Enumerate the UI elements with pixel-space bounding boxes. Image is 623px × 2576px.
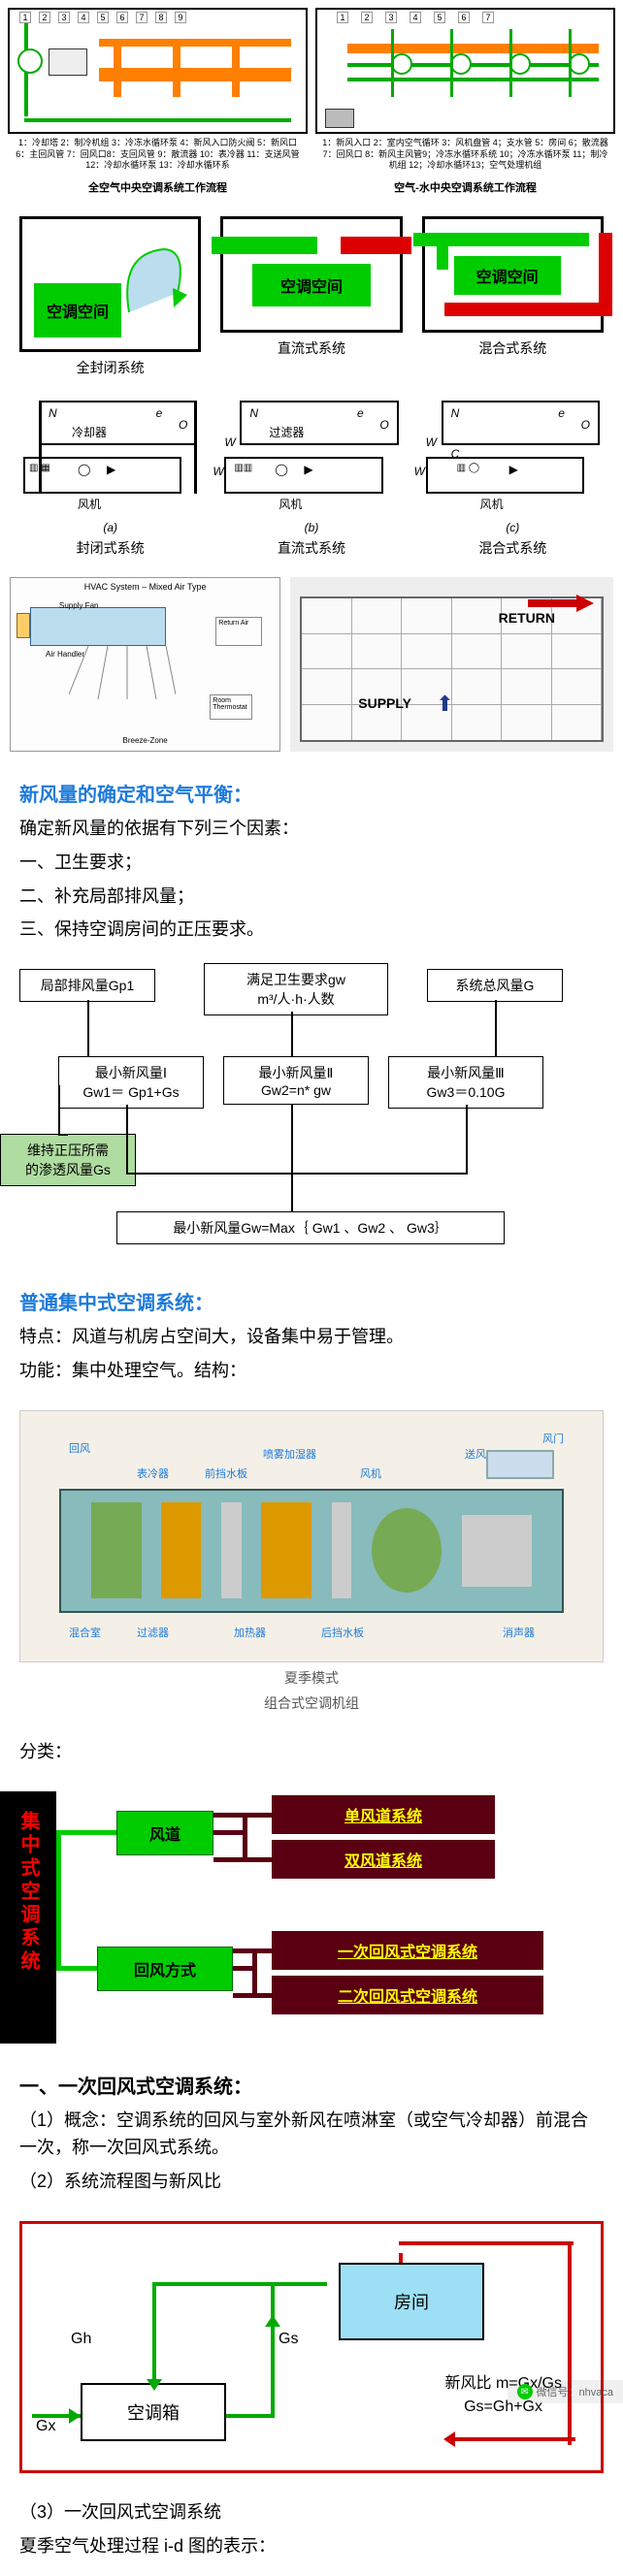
room-label: 空调空间 — [252, 264, 370, 306]
fc-b4: 最小新风量Ⅰ Gw1＝ Gp1+Gs — [58, 1056, 204, 1109]
ahu-box: 空调箱 — [81, 2383, 226, 2441]
supply-label: SUPPLY — [358, 695, 411, 711]
s1-l3: 三、保持空调房间的正压要求。 — [19, 916, 604, 944]
label-gs: Gs — [279, 2331, 298, 2348]
fan-c: N e O W W' C ▥ ◯ ▶ 风机 (c) 混合式系统 — [422, 397, 604, 558]
room-box: 房间 — [339, 2263, 484, 2340]
return-arrow-icon — [576, 595, 594, 612]
fc-b5: 最小新风量Ⅱ Gw2=n* gw — [223, 1056, 369, 1105]
system-mixed-label: 混合式系统 — [422, 338, 604, 358]
fan-b-label: 直流式系统 — [220, 538, 402, 558]
s4-p1: （3）一次回风式空调系统 — [19, 2498, 604, 2527]
fc-b8: 最小新风量Gw=Max｛ Gw1 、Gw2 、 Gw3｝ — [116, 1211, 505, 1244]
ct-m2: 双风道系统 — [272, 1840, 495, 1879]
ct-root: 集中式空调系统 — [0, 1791, 56, 2044]
s1-l1: 一、卫生要求； — [19, 849, 604, 877]
s4-p2: 夏季空气处理过程 i-d 图的表示： — [19, 2532, 604, 2560]
system-closed-label: 全封闭系统 — [19, 358, 201, 377]
system-once-through: 空调空间 直流式系统 — [220, 216, 402, 377]
top-right-caption: 空气-水中央空调系统工作流程 — [315, 176, 615, 199]
section-once-return: 一、一次回风式空调系统： （1）概念：空调系统的回风与室外新风在喷淋室（或空气冷… — [0, 2053, 623, 2211]
section1-heading: 新风量的确定和空气平衡： — [19, 779, 604, 807]
top-right-legend: 1：新风入口 2：室内空气循环 3：风机盘管 4；支水管 5：房间 6；散流器 … — [315, 134, 615, 176]
section3-heading: 一、一次回风式空调系统： — [19, 2071, 604, 2099]
system-type-row: 空调空间 全封闭系统 空调空间 直流式系统 空调空间 混合式系统 — [0, 207, 623, 387]
hvac-mixed-air: HVAC System – Mixed Air Type Supply Fan … — [10, 577, 280, 752]
fc-b3: 系统总风量G — [427, 969, 563, 1002]
fc-b1: 局部排风量Gp1 — [19, 969, 155, 1002]
top-diag-right-canvas: 1 2 3 4 5 6 7 — [315, 8, 615, 134]
top-diag-right: 1 2 3 4 5 6 7 1：新风入口 2：室内空气循环 3：风机盘管 4；支… — [315, 8, 615, 199]
label-gx: Gx — [36, 2418, 55, 2435]
top-schematic-row: 1 2 3 4 5 6 7 8 9 1：冷却塔 2：制冷机组 3：冷冻水循环泵 … — [0, 0, 623, 207]
fan-b: N e O 过滤器 W W' ▥▥ ◯ ▶ 风机 (b) 直流式系统 — [220, 397, 402, 558]
label-gh: Gh — [71, 2331, 91, 2348]
supply-arrow-icon: ⬆ — [436, 692, 453, 717]
fan-schematic-row: N e O 冷却器 ▥ ▦ ◯ ▶ 风机 (a) 封闭式系统 N e O 过滤器… — [0, 387, 623, 567]
fc-b2: 满足卫生要求gw m³/人·h·人数 — [204, 963, 388, 1015]
section-centralized: 普通集中式空调系统： 特点：风道与机房占空间大，设备集中易于管理。 功能：集中处… — [0, 1270, 623, 1401]
classify-heading: 分类： — [19, 1738, 604, 1766]
system-once-label: 直流式系统 — [220, 338, 402, 358]
fc-b6: 最小新风量Ⅲ Gw3＝0.10G — [388, 1056, 543, 1109]
ct-return: 回风方式 — [97, 1947, 233, 1991]
ahu-room-schematic: 空调箱 房间 Gh Gx Gs 新风比 m=Gx/Gs Gs=Gh+Gx — [0, 2211, 623, 2483]
hvac-supply-return: RETURN SUPPLY ⬆ — [290, 577, 613, 752]
ct-duct: 风道 — [116, 1811, 213, 1855]
top-left-caption: 全空气中央空调系统工作流程 — [8, 176, 308, 199]
footer-watermark: ✉ 微信号：nhvaca — [508, 2380, 623, 2403]
footer-text: 微信号：nhvaca — [537, 2384, 613, 2399]
s2-l2: 功能：集中处理空气。结构： — [19, 1357, 604, 1385]
ct-m3: 一次回风式空调系统 — [272, 1931, 543, 1970]
s3-p1: （1）概念：空调系统的回风与室外新风在喷淋室（或空气冷却器）前混合一次，称一次回… — [19, 2107, 604, 2163]
top-diag-left: 1 2 3 4 5 6 7 8 9 1：冷却塔 2：制冷机组 3：冷冻水循环泵 … — [8, 8, 308, 199]
ahu-cutaway: 回风 表冷器 前挡水板 喷雾加湿器 风机 送风 风门 混合室 过滤器 加热器 后… — [0, 1401, 623, 1723]
classify-heading-wrap: 分类： — [0, 1723, 623, 1782]
ahu-caption2: 组合式空调机组 — [19, 1693, 604, 1713]
fan-a-label: 封闭式系统 — [19, 538, 201, 558]
section-fresh-air: 新风量的确定和空气平衡： 确定新风量的依据有下列三个因素： 一、卫生要求； 二、… — [0, 761, 623, 959]
section2-heading: 普通集中式空调系统： — [19, 1287, 604, 1315]
top-left-legend: 1：冷却塔 2：制冷机组 3：冷冻水循环泵 4：新风入口防火阀 5：新风口 6：… — [8, 134, 308, 176]
section-idchart: （3）一次回风式空调系统 夏季空气处理过程 i-d 图的表示： — [0, 2483, 623, 2576]
s1-l2: 二、补充局部排风量； — [19, 883, 604, 911]
hvac-row: HVAC System – Mixed Air Type Supply Fan … — [0, 567, 623, 761]
flowchart-fresh-air: 局部排风量Gp1 满足卫生要求gw m³/人·h·人数 系统总风量G 最小新风量… — [0, 959, 623, 1270]
system-mixed: 空调空间 混合式系统 — [422, 216, 604, 377]
ct-m1: 单风道系统 — [272, 1795, 495, 1834]
classification-tree: 集中式空调系统 风道 回风方式 单风道系统 双风道系统 一次回风式空调系统 二次… — [0, 1782, 623, 2053]
return-label: RETURN — [499, 610, 555, 626]
fc-b7: 维持正压所需 的渗透风量Gs — [0, 1134, 136, 1186]
ct-m4: 二次回风式空调系统 — [272, 1976, 543, 2014]
fan-a: N e O 冷却器 ▥ ▦ ◯ ▶ 风机 (a) 封闭式系统 — [19, 397, 201, 558]
fan-c-label: 混合式系统 — [422, 538, 604, 558]
top-diag-left-canvas: 1 2 3 4 5 6 7 8 9 — [8, 8, 308, 134]
room-label: 空调空间 — [34, 283, 121, 338]
wechat-icon: ✉ — [517, 2384, 533, 2399]
s3-p2: （2）系统流程图与新风比 — [19, 2168, 604, 2196]
ahu-caption1: 夏季模式 — [19, 1668, 604, 1688]
system-closed: 空调空间 全封闭系统 — [19, 216, 201, 377]
room-label: 空调空间 — [454, 256, 561, 295]
s2-l1: 特点：风道与机房占空间大，设备集中易于管理。 — [19, 1323, 604, 1351]
s1-l0: 确定新风量的依据有下列三个因素： — [19, 815, 604, 843]
